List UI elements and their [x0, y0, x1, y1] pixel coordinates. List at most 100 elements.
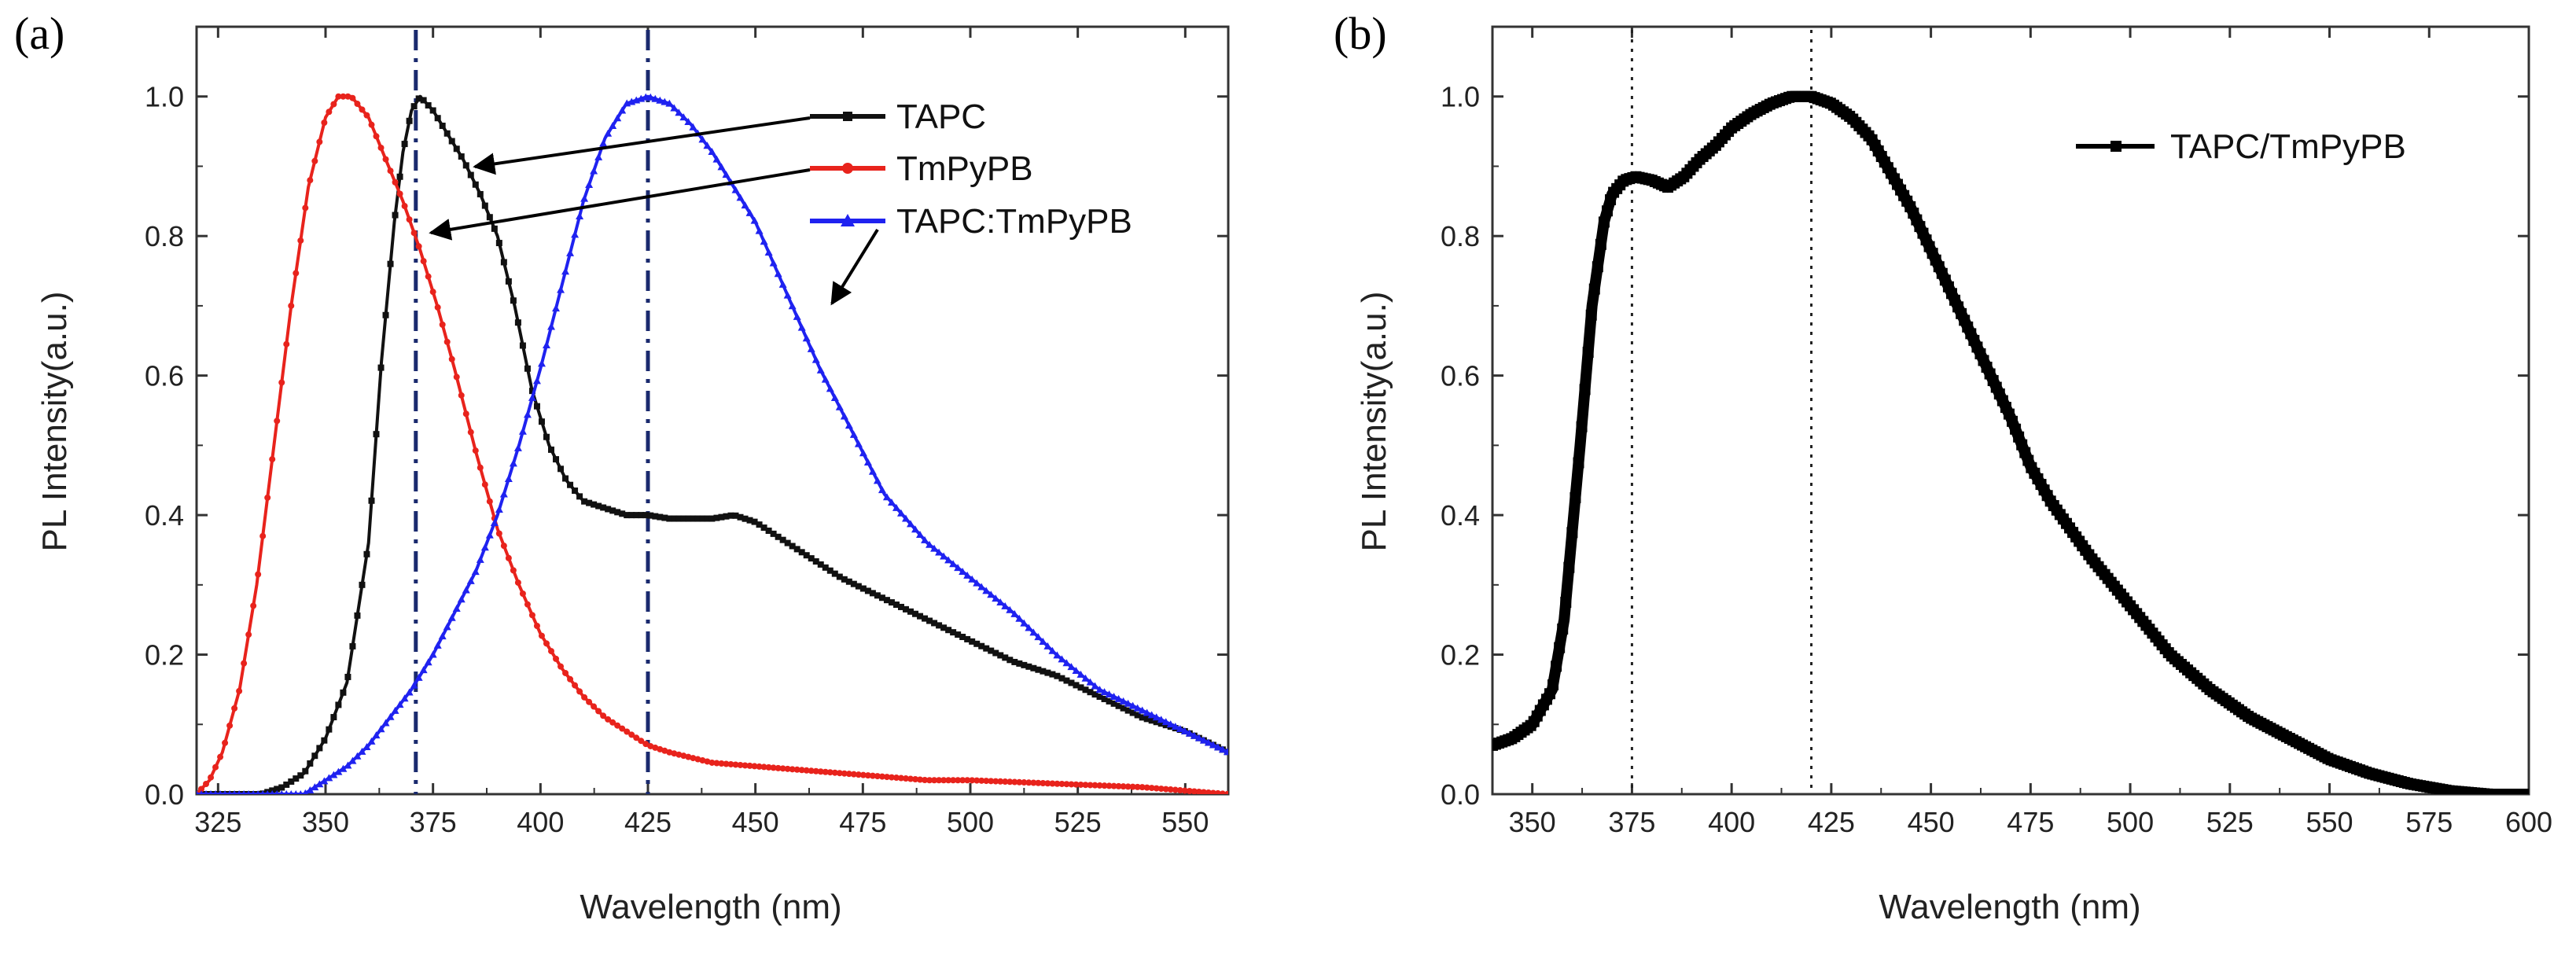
data-point-tapc-tmpypb [452, 604, 461, 612]
data-point-tapc-tmpypb [816, 366, 825, 373]
panel-a-x-axis-title: Wavelength (nm) [580, 888, 841, 926]
data-point-tapc-tmpypb [868, 467, 877, 475]
data-point-tmpypb [964, 777, 971, 784]
data-point-tmpypb [808, 767, 815, 775]
data-point-tmpypb [439, 321, 446, 328]
x-tick-label: 375 [1608, 806, 1655, 838]
data-point-tapc-tmpypb [1218, 745, 1227, 753]
data-point-tmpypb [1167, 786, 1174, 793]
data-point-tapc-tmpypb [237, 790, 241, 794]
y-tick-label: 1.0 [145, 81, 184, 113]
data-point-tapc-tmpypb [802, 334, 811, 342]
y-tick-label: 0.6 [1441, 360, 1480, 392]
data-point-tapc-tmpypb [1582, 347, 1594, 359]
data-point-tmpypb [241, 660, 248, 667]
data-point-tmpypb [198, 786, 205, 793]
data-point-tmpypb [746, 762, 753, 769]
data-point-tapc [495, 240, 502, 247]
data-point-tapc-tmpypb [197, 790, 199, 794]
data-point-tmpypb [727, 760, 734, 767]
data-point-tapc-tmpypb [424, 658, 432, 666]
data-point-tapc-tmpypb [708, 147, 716, 155]
data-point-tmpypb [973, 777, 981, 784]
legend-marker-tapc [843, 112, 852, 121]
data-point-tmpypb [553, 655, 560, 662]
data-point-tapc [742, 515, 749, 522]
data-point-tapc [775, 533, 782, 540]
x-tick-label: 400 [517, 806, 564, 838]
data-point-tapc [1110, 700, 1117, 707]
data-point-tapc-tmpypb [821, 375, 830, 383]
data-point-tapc-tmpypb [698, 135, 707, 143]
data-point-tapc-tmpypb [1152, 713, 1161, 721]
data-point-tapc-tmpypb [571, 230, 580, 238]
data-point-tapc [500, 259, 507, 266]
data-point-tapc [793, 546, 800, 553]
data-point-tapc [410, 103, 418, 110]
panel-b-y-axis-title: PL Intensity(a.u.) [1355, 292, 1393, 552]
data-point-tapc-tmpypb [935, 548, 944, 556]
data-point-tapc [1068, 679, 1075, 686]
data-point-tapc [619, 510, 626, 517]
data-point-tapc [359, 581, 366, 588]
data-point-tmpypb [1040, 780, 1047, 787]
data-point-tmpypb [1148, 785, 1155, 792]
data-point-tapc-tmpypb [665, 99, 674, 107]
data-point-tapc-tmpypb [405, 688, 414, 696]
data-point-tmpypb [798, 767, 805, 774]
data-point-tapc-tmpypb [433, 641, 442, 649]
data-point-tapc [1063, 677, 1070, 684]
data-point-tapc [666, 515, 673, 522]
data-point-tapc-tmpypb [490, 519, 499, 527]
data-point-tapc-tmpypb [532, 377, 541, 385]
data-point-tmpypb [959, 777, 966, 784]
x-tick-label: 350 [302, 806, 349, 838]
data-point-tmpypb [524, 601, 531, 608]
data-point-tapc-tmpypb [504, 474, 513, 482]
data-point-tapc [822, 564, 829, 571]
data-point-tapc [624, 512, 631, 519]
data-point-tapc-tmpypb [1025, 624, 1033, 631]
data-point-tapc-tmpypb [992, 594, 1000, 602]
data-point-tapc-tmpypb [552, 304, 561, 312]
x-tick-label: 425 [624, 806, 672, 838]
data-point-tmpypb [1134, 783, 1141, 790]
data-point-tmpypb [903, 775, 909, 782]
data-point-tmpypb [217, 753, 224, 760]
data-point-tapc [760, 524, 767, 532]
data-point-tapc-tmpypb [921, 535, 929, 543]
data-point-tmpypb [955, 777, 962, 784]
data-point-tmpypb [396, 190, 403, 197]
data-point-tapc-tmpypb [438, 632, 447, 640]
data-point-tapc-tmpypb [840, 412, 848, 420]
data-point-tmpypb [307, 177, 314, 184]
data-point-tapc-tmpypb [1138, 706, 1146, 714]
data-point-tapc-tmpypb [1081, 674, 1090, 682]
data-point-tapc-tmpypb [306, 786, 315, 794]
panel-a-label: (a) [14, 8, 64, 59]
data-point-tapc-tmpypb [731, 186, 740, 193]
data-point-tapc-tmpypb [1010, 609, 1019, 617]
data-point-tapc [657, 513, 664, 521]
data-point-tmpypb [373, 133, 380, 140]
data-point-tmpypb [633, 734, 640, 741]
data-point-tapc-tmpypb [907, 520, 915, 528]
data-point-tapc [1153, 719, 1160, 726]
legend-marker-tmpypb [842, 163, 853, 174]
data-point-tapc-tmpypb [462, 586, 470, 594]
data-point-tapc-tmpypb [528, 393, 536, 401]
data-point-tmpypb [1205, 789, 1212, 794]
data-point-tapc-tmpypb [987, 591, 995, 598]
data-point-tapc [647, 512, 654, 519]
data-point-tapc-tmpypb [476, 555, 484, 563]
data-point-tapc [340, 689, 347, 696]
data-point-tapc [1073, 682, 1080, 689]
data-point-tmpypb [1124, 783, 1132, 790]
data-point-tapc-tmpypb [1213, 743, 1222, 751]
panel-b-plot: 350 375 400 425 450 475 500 525 550 575 600 0.0 0.2 0… [1441, 25, 2552, 838]
data-point-tapc [751, 518, 758, 525]
data-point-tmpypb [1106, 782, 1113, 789]
data-point-tapc-tmpypb [1143, 708, 1151, 716]
data-point-tapc [808, 555, 815, 562]
